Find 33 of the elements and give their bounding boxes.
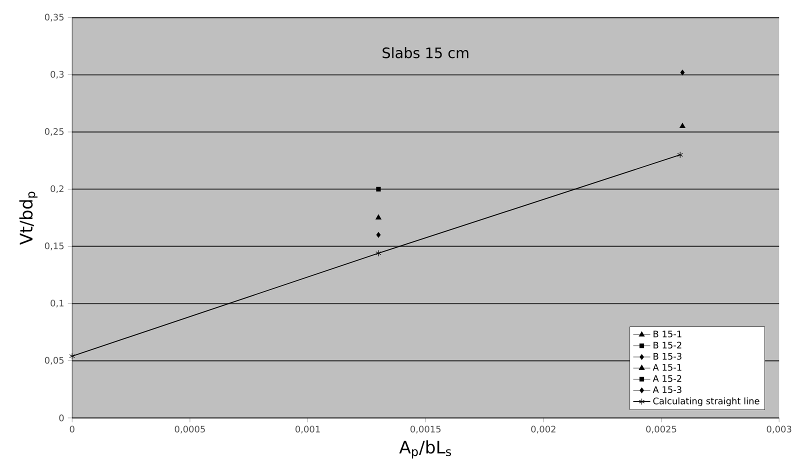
y-tick-label: 0,25	[44, 128, 64, 136]
legend-label: A 15-1	[652, 364, 682, 371]
x-tick-label: 0	[70, 426, 74, 433]
text: Slabs 15 cm	[382, 47, 468, 58]
x-tick-label: 0,002	[531, 426, 556, 434]
point	[677, 152, 684, 158]
x-tick-label: 0,003	[766, 426, 792, 434]
y-tick-label: 0,05	[44, 356, 64, 365]
point	[376, 186, 381, 192]
legend-label: B 15-2	[654, 342, 682, 349]
y-tick-label: 0,2	[50, 185, 64, 194]
x-tick-label: 0,0005	[174, 426, 205, 434]
y-tick-label: 0,35	[44, 14, 64, 22]
y-tick-label: 0,1	[50, 300, 64, 308]
point	[376, 250, 382, 257]
legend-label: A 15-2	[652, 375, 682, 382]
point	[680, 122, 686, 128]
legend-label: A 15-3	[652, 386, 682, 394]
point	[69, 352, 76, 360]
y-tick-label: 0,3	[50, 70, 64, 79]
legend-label: Calculating straight line	[653, 397, 760, 406]
legend-label: B 15-1	[654, 330, 682, 338]
y-tick-label: 0	[59, 414, 64, 422]
y-axis-title: Vt/bd$_{p}$	[19, 192, 38, 245]
x-tick-label: 0,0015	[410, 426, 441, 434]
x-tick-label: 0,0025	[646, 426, 676, 434]
legend-label: B 15-3	[654, 352, 682, 360]
point	[376, 232, 381, 238]
y-tick-label: 0,15	[44, 242, 64, 250]
x-tick-label: 0,001	[296, 426, 320, 434]
point	[680, 70, 685, 76]
point	[376, 214, 382, 220]
x-axis-title: A$_{p}$/bL$_{s}$	[399, 440, 452, 458]
